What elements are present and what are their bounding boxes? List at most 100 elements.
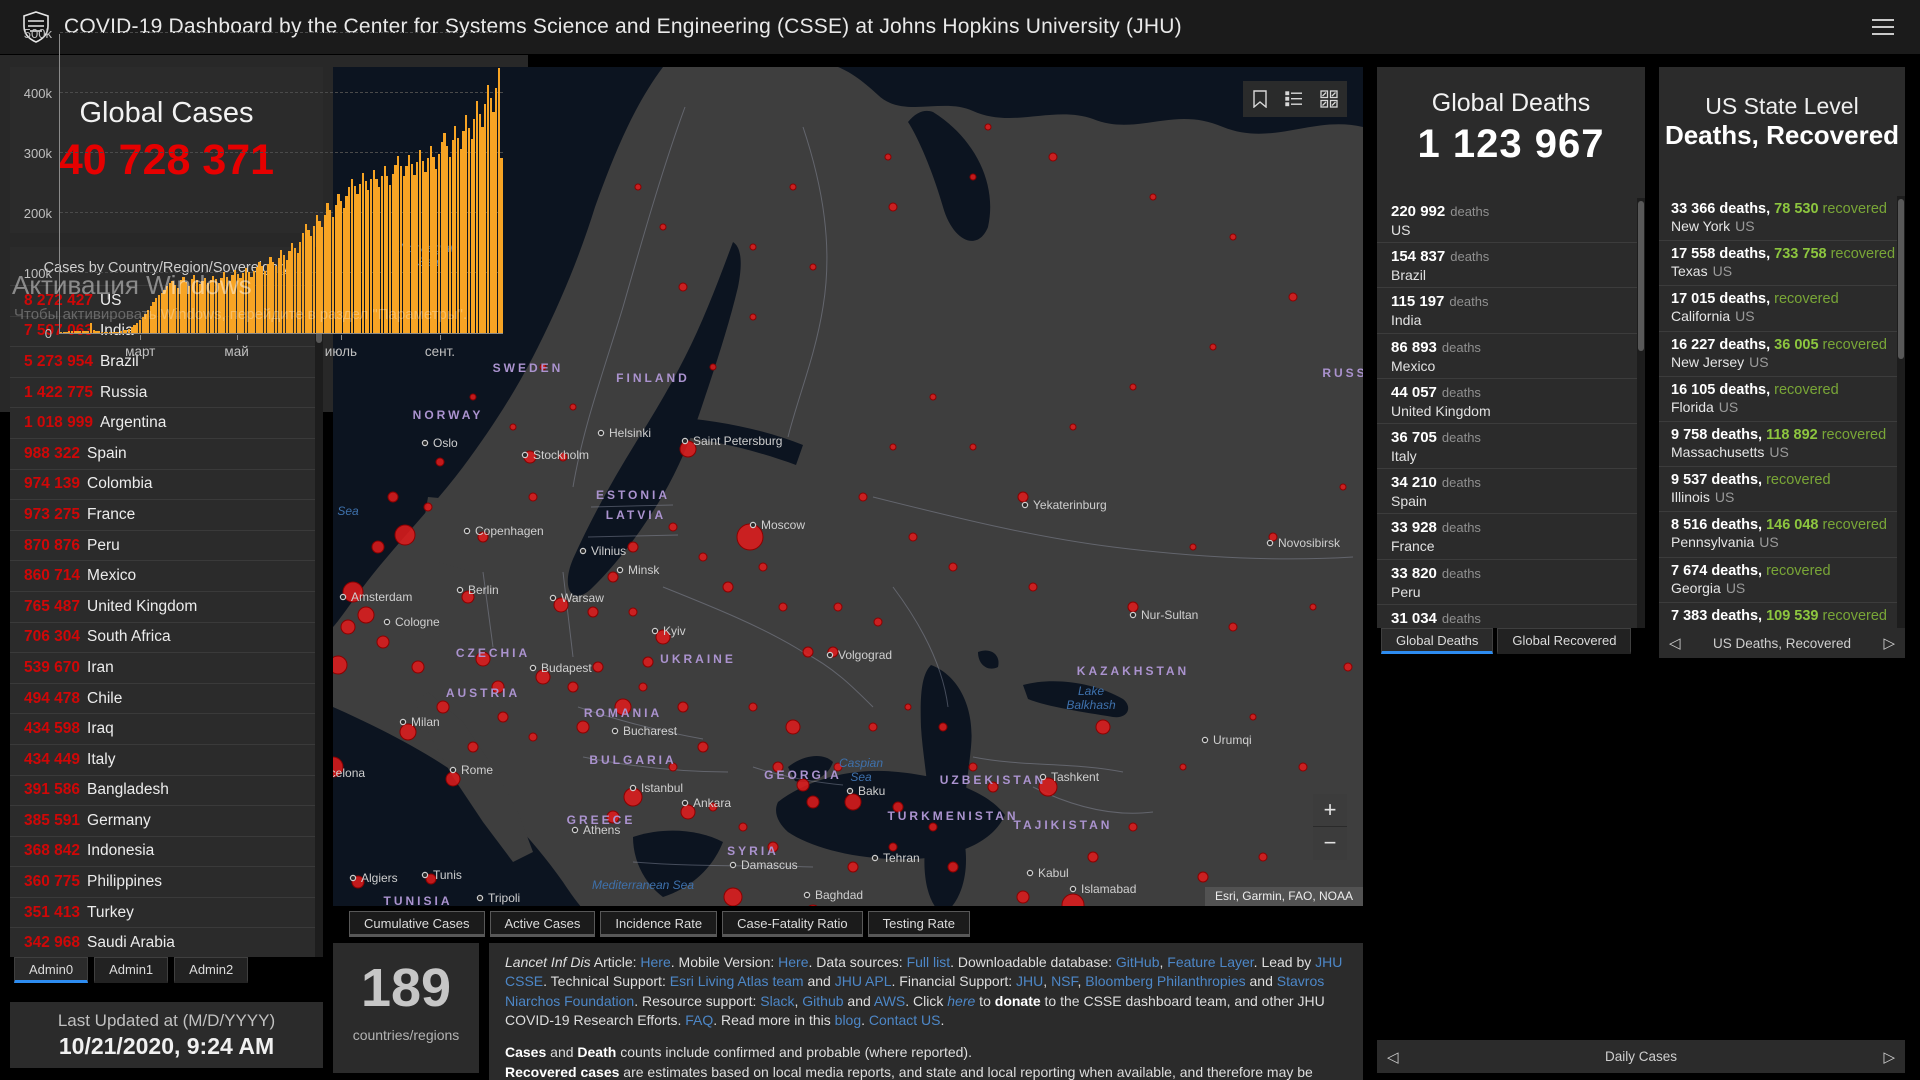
table-row[interactable]: 17 015 deaths, recovered California US	[1659, 286, 1905, 332]
menu-icon[interactable]	[1872, 19, 1894, 40]
table-row[interactable]: 33 820 deaths Peru	[1377, 560, 1645, 605]
table-row[interactable]: 220 992 deaths US	[1377, 198, 1645, 244]
table-row[interactable]: 706 304 South Africa	[10, 621, 323, 653]
footer-link[interactable]: Github	[802, 992, 844, 1009]
table-row[interactable]: 44 057 deaths United Kingdom	[1377, 379, 1645, 424]
footer-link[interactable]: Contact US	[868, 1011, 941, 1028]
footer-link[interactable]: JHU APL	[834, 973, 892, 990]
table-row[interactable]: 34 210 deaths Spain	[1377, 469, 1645, 515]
footer-link[interactable]: AWS	[873, 992, 906, 1009]
table-row[interactable]: 9 537 deaths, recovered Illinois US	[1659, 467, 1905, 513]
footer-link[interactable]: JHU	[1016, 973, 1044, 990]
table-row[interactable]: 31 034deathsIran	[1377, 605, 1645, 628]
table-row[interactable]: 8 272 427 US	[10, 285, 323, 316]
table-row[interactable]: 1 018 999 Argentina	[10, 407, 323, 438]
table-row[interactable]: 1 422 775 Russia	[10, 376, 323, 408]
recovered-word: recovered	[1822, 607, 1887, 624]
table-row[interactable]: 9 758 deaths, 118 892 recovered Massachuset…	[1659, 422, 1905, 468]
tab-admin2[interactable]: Admin2	[174, 957, 249, 983]
chart-plot-area[interactable]	[59, 32, 503, 334]
case-count: 1 018 999	[24, 414, 93, 432]
tab-cumulative-cases[interactable]: Cumulative Cases	[349, 911, 485, 937]
footer-link[interactable]: Full list	[906, 954, 951, 970]
footer-link[interactable]: NSF	[1051, 973, 1078, 990]
table-row[interactable]: 860 714 Mexico	[10, 560, 323, 591]
state-name: New Jersey	[1671, 353, 1745, 370]
table-row[interactable]: 765 487 United Kingdom	[10, 590, 323, 622]
chart-bar	[421, 160, 424, 333]
footer-link[interactable]: JHU CSSE	[505, 954, 1343, 990]
tab-testing-rate[interactable]: Testing Rate	[867, 911, 970, 937]
legend-list-icon[interactable]	[1285, 91, 1303, 107]
table-row[interactable]: 974 139 Colombia	[10, 468, 323, 500]
table-row[interactable]: 7 674 deaths, recovered Georgia US	[1659, 558, 1905, 603]
case-count: 706 304	[24, 628, 81, 646]
tab-global-deaths[interactable]: Global Deaths	[1381, 628, 1494, 654]
table-row[interactable]: 368 842 Indonesia	[10, 835, 323, 867]
table-row[interactable]: 342 968 Saudi Arabia	[10, 927, 323, 957]
chart-bar	[266, 264, 269, 333]
table-row[interactable]: 33 928 deaths France	[1377, 514, 1645, 560]
footer-link[interactable]: blog	[834, 1011, 862, 1028]
table-row[interactable]: 351 413 Turkey	[10, 896, 323, 928]
pager-left-icon[interactable]: ◁	[1387, 1048, 1399, 1066]
us-list-scrollbar[interactable]	[1897, 196, 1905, 628]
table-row[interactable]: 16 105 deaths, recovered Florida US	[1659, 377, 1905, 422]
table-row[interactable]: 154 837 deaths Brazil	[1377, 243, 1645, 289]
table-row[interactable]: 391 586 Bangladesh	[10, 774, 323, 806]
footer-link[interactable]: FAQ	[685, 1011, 714, 1028]
tab-global-recovered[interactable]: Global Recovered	[1497, 628, 1632, 654]
tab-active-cases[interactable]: Active Cases	[489, 911, 596, 937]
table-row[interactable]: 115 197 deaths India	[1377, 288, 1645, 334]
table-row[interactable]: 494 478 Chile	[10, 682, 323, 714]
footer-link[interactable]: here	[947, 992, 976, 1009]
footer-link[interactable]: GitHub	[1115, 954, 1160, 970]
basemap-icon[interactable]	[1320, 90, 1338, 108]
footer-text: and	[1245, 973, 1277, 990]
table-row[interactable]: 86 893 deaths Mexico	[1377, 334, 1645, 379]
table-row[interactable]: 385 591 Germany	[10, 805, 323, 836]
map-label: Budapest	[541, 661, 592, 675]
bookmark-icon[interactable]	[1252, 90, 1268, 108]
chart-bar	[119, 331, 123, 333]
footer-link[interactable]: Bloomberg Philanthropies	[1085, 973, 1246, 990]
tab-admin1[interactable]: Admin1	[94, 957, 169, 983]
table-row[interactable]: 5 273 954 Brazil	[10, 346, 323, 377]
case-count: 5 273 954	[24, 352, 93, 370]
footer-link[interactable]: Feature Layer	[1167, 954, 1254, 970]
country-name: Saudi Arabia	[87, 934, 175, 952]
table-row[interactable]: 360 775 Philippines	[10, 866, 323, 897]
pager-right-icon[interactable]: ▷	[1883, 635, 1895, 652]
deaths-list-scrollbar[interactable]	[1637, 198, 1645, 628]
table-row[interactable]: 8 516 deaths, 146 048 recovered Pennsylvani…	[1659, 512, 1905, 558]
pager-left-icon[interactable]: ◁	[1669, 635, 1681, 652]
tab-incidence-rate[interactable]: Incidence Rate	[600, 911, 718, 937]
table-row[interactable]: 539 670 Iran	[10, 652, 323, 683]
footer-link[interactable]: Here	[640, 954, 671, 970]
tab-admin0[interactable]: Admin0	[14, 957, 89, 983]
footer-link[interactable]: Here	[778, 954, 809, 970]
footer-link[interactable]: Stavros Niarchos Foundation	[505, 973, 1325, 1009]
map-canvas[interactable]: NorwegianSeaSeaCaspianSeaLakeBalkhashMed…	[333, 67, 1363, 906]
chart-bar	[296, 253, 299, 333]
tab-case-fatality-ratio[interactable]: Case-Fatality Ratio	[722, 911, 863, 937]
footer-link[interactable]: Esri Living Atlas team	[669, 973, 804, 990]
zoom-in-button[interactable]: +	[1313, 794, 1347, 827]
pager-right-icon[interactable]: ▷	[1883, 1048, 1895, 1066]
map-label: Tehran	[883, 851, 920, 865]
table-row[interactable]: 434 449 Italy	[10, 743, 323, 775]
table-row[interactable]: 16 227 deaths, 36 005 recovered New Jersey U…	[1659, 332, 1905, 377]
table-row[interactable]: 988 322 Spain	[10, 437, 323, 469]
footer-link[interactable]: Slack	[760, 992, 795, 1009]
table-row[interactable]: 434 598 Iraq	[10, 713, 323, 744]
table-row[interactable]: 870 876 Peru	[10, 529, 323, 561]
table-row[interactable]: 973 275 France	[10, 499, 323, 530]
chart-bar	[89, 322, 93, 333]
table-row[interactable]: 17 558 deaths, 733 758 recovered Texas US	[1659, 241, 1905, 287]
table-row[interactable]: 33 366 deaths, 78 530 recovered New York US	[1659, 196, 1905, 242]
zoom-out-button[interactable]: −	[1323, 830, 1337, 855]
case-count: 765 487	[24, 597, 81, 615]
chart-bar	[195, 280, 199, 333]
table-row[interactable]: 36 705 deaths Italy	[1377, 424, 1645, 470]
